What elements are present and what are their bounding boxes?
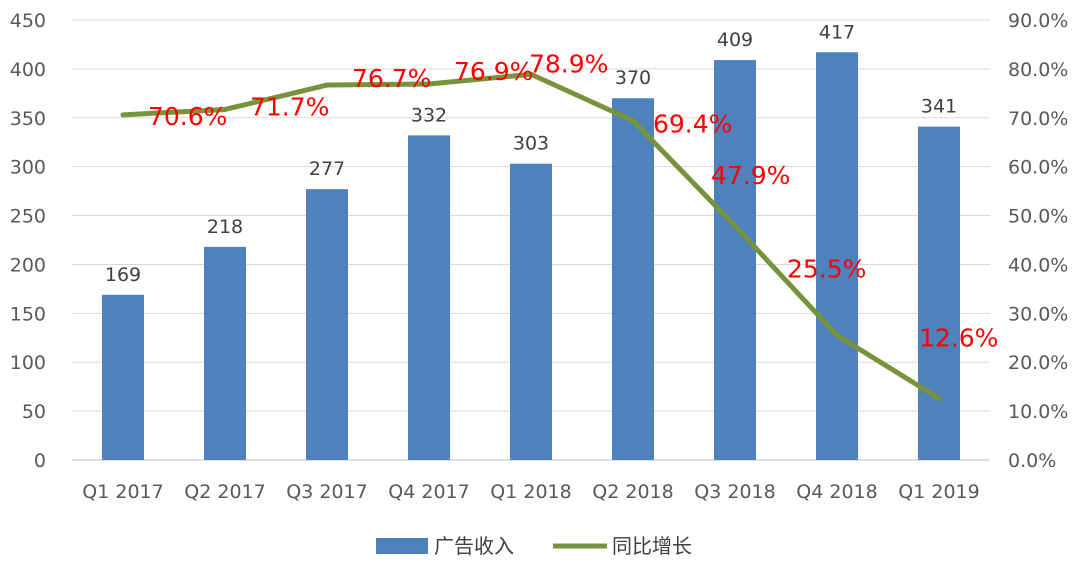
bar — [306, 189, 348, 460]
left-tick-label: 100 — [10, 352, 46, 374]
bar-series — [102, 52, 960, 461]
right-tick-label: 20.0% — [1008, 352, 1068, 374]
line-series — [120, 71, 942, 401]
x-tick-label: Q2 2018 — [592, 481, 673, 503]
left-tick-label: 0 — [34, 450, 46, 472]
bar-value-label: 370 — [615, 67, 651, 89]
x-tick-label: Q4 2017 — [388, 481, 469, 503]
legend-label-bar: 广告收入 — [434, 534, 514, 558]
line-value-labels: 70.6% 71.7% 76.7% 76.9%78.9% 69.4% 47.9% 25.5%… — [148, 49, 998, 352]
growth-value-label: 78.9% — [529, 49, 608, 78]
left-tick-label: 400 — [10, 59, 46, 81]
growth-value-label: 76.9% — [454, 57, 533, 86]
growth-value-label: 71.7% — [250, 92, 329, 121]
bar-value-label: 169 — [105, 264, 141, 286]
left-tick-label: 250 — [10, 206, 46, 228]
right-tick-label: 50.0% — [1008, 206, 1068, 228]
legend-swatch-bar — [376, 538, 428, 554]
x-tick-label: Q1 2018 — [490, 481, 571, 503]
bar — [102, 294, 144, 460]
right-tick-label: 10.0% — [1008, 401, 1068, 423]
bar — [714, 60, 756, 460]
bar-value-label: 409 — [717, 29, 753, 51]
right-tick-label: 70.0% — [1008, 108, 1068, 130]
left-tick-label: 150 — [10, 303, 46, 325]
left-tick-label: 300 — [10, 157, 46, 179]
x-tick-label: Q2 2017 — [184, 481, 265, 503]
bar — [510, 163, 552, 460]
legend: 广告收入 同比增长 — [376, 534, 692, 558]
left-tick-label: 50 — [22, 401, 46, 423]
bar-value-label: 277 — [309, 158, 345, 180]
bar — [204, 246, 246, 460]
bar-value-label: 341 — [921, 96, 957, 118]
bar — [816, 52, 858, 461]
bar — [918, 126, 960, 461]
growth-value-label: 47.9% — [711, 161, 790, 190]
right-tick-label: 90.0% — [1008, 10, 1068, 32]
growth-value-label: 69.4% — [653, 110, 732, 139]
bar-value-labels: 169 218 277 332 303 370 409 417 341 — [105, 21, 957, 285]
legend-label-line: 同比增长 — [612, 534, 692, 558]
bar-value-label: 332 — [411, 104, 447, 126]
growth-value-label: 25.5% — [787, 254, 866, 283]
right-tick-label: 0.0% — [1008, 450, 1056, 472]
right-axis-tick-labels: 0.0% 10.0% 20.0% 30.0% 40.0% 50.0% 60.0% 70.0% 8… — [1008, 10, 1068, 472]
right-tick-label: 60.0% — [1008, 157, 1068, 179]
right-tick-label: 40.0% — [1008, 254, 1068, 276]
growth-value-label: 12.6% — [919, 323, 998, 352]
bar — [408, 135, 450, 460]
x-axis-tick-labels: Q1 2017 Q2 2017 Q3 2017 Q4 2017 Q1 2018 Q2 20… — [82, 481, 979, 503]
x-tick-label: Q1 2019 — [898, 481, 979, 503]
right-tick-label: 80.0% — [1008, 59, 1068, 81]
x-tick-label: Q3 2017 — [286, 481, 367, 503]
growth-value-label: 70.6% — [148, 102, 227, 131]
right-tick-label: 30.0% — [1008, 303, 1068, 325]
left-tick-label: 200 — [10, 254, 46, 276]
x-tick-label: Q3 2018 — [694, 481, 775, 503]
growth-value-label: 76.7% — [352, 64, 431, 93]
x-tick-label: Q4 2018 — [796, 481, 877, 503]
left-tick-label: 450 — [10, 10, 46, 32]
left-tick-label: 350 — [10, 108, 46, 130]
x-tick-label: Q1 2017 — [82, 481, 163, 503]
left-axis-tick-labels: 0 50 100 150 200 250 300 350 400 450 — [10, 10, 46, 472]
growth-line — [120, 71, 942, 401]
bar-value-label: 303 — [513, 133, 549, 155]
bar — [612, 98, 654, 460]
bar-value-label: 417 — [819, 21, 855, 43]
bar-value-label: 218 — [207, 216, 243, 238]
